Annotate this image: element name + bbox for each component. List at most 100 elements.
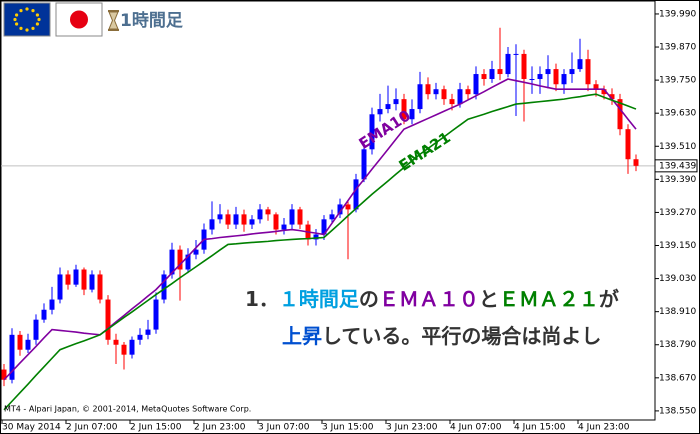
candle-body (377, 109, 383, 115)
candle-body (137, 334, 143, 340)
candle-body (425, 84, 431, 95)
candle-body (417, 84, 423, 110)
candle-body (217, 214, 223, 220)
candle-body (233, 214, 239, 225)
y-tick-label: 139.750 (659, 76, 696, 86)
candle-body (353, 179, 359, 210)
jp-flag (55, 2, 103, 37)
plot-frame (0, 0, 656, 421)
candle-body (561, 74, 567, 85)
candle-body (153, 299, 159, 330)
candle-body (401, 99, 407, 120)
x-tick-label: 4 Jun 15:00 (514, 423, 566, 433)
candle-body (265, 209, 271, 215)
candle-body (537, 74, 543, 80)
candle-body (17, 334, 23, 350)
candle-body (593, 84, 599, 90)
candle-body (409, 109, 415, 120)
annotation-part: が (599, 287, 619, 311)
candle-body (585, 59, 591, 85)
annotation-part: ＥＭＡ１０ (379, 287, 479, 311)
annotation: 1．１時間足のＥＭＡ１０とＥＭＡ２１が (245, 287, 619, 311)
annotation: 上昇している。平行の場合は尚よし (282, 324, 601, 348)
candle-body (289, 209, 295, 225)
candle-body (361, 149, 367, 180)
annotation-part: の (359, 287, 379, 311)
candle-body (1, 369, 7, 380)
candle-body (185, 254, 191, 270)
y-tick-label: 138.550 (659, 406, 696, 416)
candle-body (369, 114, 375, 150)
candle-body (633, 159, 639, 166)
y-tick-label: 139.270 (659, 208, 696, 218)
candle-body (337, 204, 343, 215)
candle-body (345, 204, 351, 210)
candle-body (625, 129, 631, 160)
x-tick-label: 4 Jun 07:00 (450, 423, 502, 433)
candle-body (329, 214, 335, 220)
candle-body (129, 339, 135, 355)
candle-body (249, 219, 255, 225)
y-tick-label: 139.990 (659, 9, 696, 19)
y-tick-label: 139.630 (659, 109, 696, 119)
candle-body (465, 89, 471, 95)
candle-body (521, 53, 527, 80)
candle-body (609, 94, 615, 100)
candle-body (161, 274, 167, 300)
candle-body (273, 214, 279, 230)
candle-body (9, 334, 15, 380)
candle-body (513, 53, 519, 55)
x-tick-label: 2 Jun 15:00 (130, 423, 182, 433)
candle-body (65, 274, 71, 285)
current-price-box (654, 159, 698, 173)
x-tick-label: 2 Jun 07:00 (66, 423, 118, 433)
candle-body (433, 89, 439, 95)
candle-body (49, 299, 55, 310)
candle-body (281, 224, 287, 230)
candle-body (481, 74, 487, 80)
candle-body (569, 69, 575, 75)
candle-body (617, 99, 623, 130)
candle-body (121, 344, 127, 355)
candle-body (529, 79, 535, 81)
eu-flag (3, 2, 51, 37)
candle-body (393, 99, 399, 105)
candle-body (489, 69, 495, 80)
y-tick-label: 138.910 (659, 307, 696, 317)
candle-body (385, 104, 391, 110)
timeframe-title: 1時間足 (120, 10, 183, 31)
candle-body (89, 274, 95, 290)
x-tick-label: 4 Jun 23:00 (578, 423, 630, 433)
x-tick-label: 2 Jun 23:00 (194, 423, 246, 433)
candle-body (441, 89, 447, 100)
candle-body (577, 59, 583, 70)
candle-body (145, 329, 151, 335)
y-tick-label: 139.510 (659, 142, 696, 152)
candle-body (177, 249, 183, 270)
x-tick-label: 3 Jun 07:00 (258, 423, 310, 433)
annotation-part: と (479, 287, 499, 311)
candle-body (321, 219, 327, 235)
annotation-part: 1． (245, 287, 279, 311)
candle-body (449, 99, 455, 105)
candle-body (193, 249, 199, 255)
candle-body (241, 214, 247, 225)
current-price-label: 139.439 (659, 161, 696, 171)
annotation-part: ＥＭＡ２１ (499, 287, 599, 311)
candle-body (225, 214, 231, 225)
y-tick-label: 139.390 (659, 175, 696, 185)
y-tick-label: 139.150 (659, 241, 696, 251)
candle-body (313, 234, 319, 240)
annotation-part: している。平行の場合は尚よし (322, 324, 601, 348)
footer: MT4 - Alpari Japan, © 2001-2014, MetaQuo… (4, 405, 251, 414)
candle-body (73, 269, 79, 285)
candle-body (25, 339, 31, 350)
x-tick-label: 30 May 2014 (2, 423, 61, 433)
candle-body (545, 69, 551, 75)
hourglass-icon (108, 10, 119, 31)
ema-line (3, 93, 637, 411)
y-tick-label: 139.030 (659, 274, 696, 284)
candle-body (505, 53, 511, 75)
